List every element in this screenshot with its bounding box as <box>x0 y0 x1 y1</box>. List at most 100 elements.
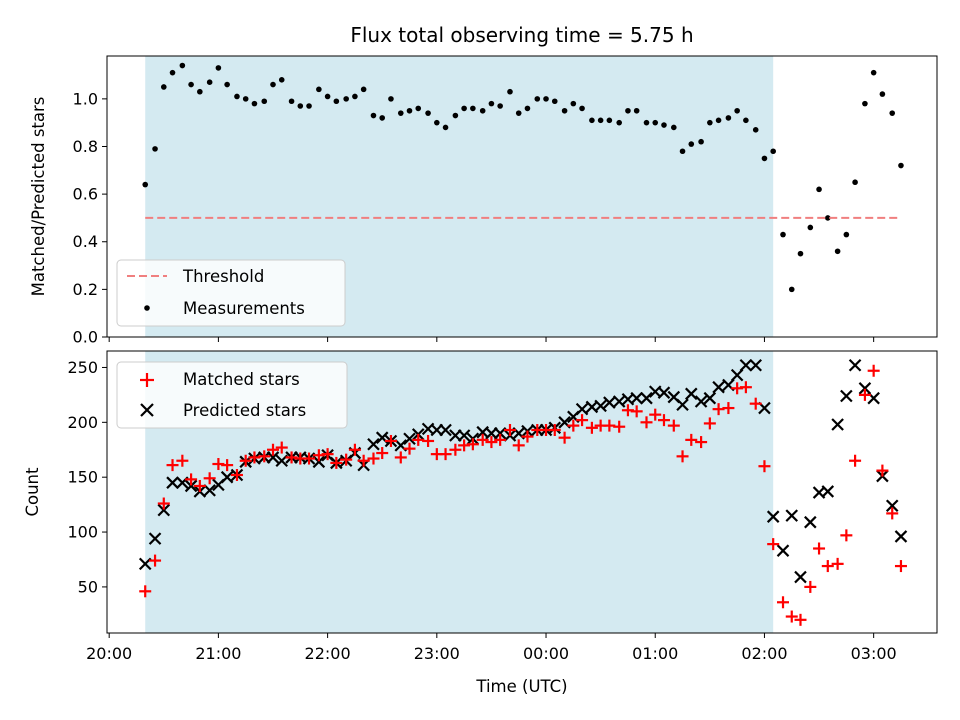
top-panel: 0.0 0.2 0.4 0.6 0.8 1.0 Matched/Predicted sta… <box>29 55 938 347</box>
measurement-point <box>679 148 686 155</box>
measurement-point <box>169 69 176 76</box>
top-y-axis-label: Matched/Predicted stars <box>29 97 48 297</box>
y-tick-label: 0.8 <box>73 137 98 156</box>
measurement-point <box>688 141 695 147</box>
matched-star-point <box>321 448 334 461</box>
top-y-ticks: 0.0 0.2 0.4 0.6 0.8 1.0 <box>73 89 107 347</box>
matched-star-point <box>157 497 170 510</box>
matched-star-point <box>794 613 807 626</box>
predicted-star-point <box>831 418 844 431</box>
measurement-point <box>570 100 577 107</box>
matched-star-point <box>439 448 452 461</box>
predicted-star-point <box>184 479 198 493</box>
measurement-point <box>879 91 886 97</box>
bottom-legend: Matched stars Predicted stars <box>116 361 348 429</box>
predicted-star-point <box>694 395 708 408</box>
predicted-star-point <box>493 427 507 440</box>
legend-matched-swatch <box>140 373 154 387</box>
matched-star-point <box>886 507 899 520</box>
measurement-point <box>561 107 568 114</box>
matched-star-point <box>613 420 626 433</box>
matched-star-point <box>813 542 826 555</box>
matched-star-point <box>476 433 489 446</box>
measurement-point <box>197 88 203 95</box>
predicted-star-point <box>439 423 452 437</box>
measurement-point <box>179 62 186 69</box>
matched-star-point <box>275 441 288 454</box>
predicted-star-point <box>367 437 380 451</box>
predicted-star-point <box>894 530 908 543</box>
matched-star-point <box>676 450 689 463</box>
measurement-point <box>743 117 749 124</box>
matched-star-point <box>749 397 762 410</box>
predicted-star-point <box>766 510 780 523</box>
predicted-star-point <box>657 386 671 399</box>
predicted-star-point <box>403 432 416 446</box>
measurement-point <box>752 127 759 133</box>
legend-threshold-label: Threshold <box>182 267 264 286</box>
measurement-point <box>306 103 312 109</box>
bottom-y-ticks: 50 100 150 200 250 <box>67 358 107 596</box>
legend-predicted-swatch <box>140 403 154 417</box>
measurement-point <box>770 148 776 155</box>
matched-star-point <box>449 443 462 456</box>
predicted-star-point <box>138 557 152 571</box>
predicted-star-point <box>730 368 744 382</box>
measurement-point <box>788 286 795 293</box>
top-legend: Threshold Measurements <box>116 259 346 327</box>
bottom-y-axis-label: Count <box>23 467 42 517</box>
matched-star-point <box>230 468 243 481</box>
predicted-star-point <box>575 402 589 416</box>
predicted-star-point <box>821 485 835 498</box>
matched-star-point <box>176 454 189 467</box>
measurement-point <box>707 119 713 126</box>
predicted-star-point <box>840 389 853 403</box>
matched-star-point <box>330 456 343 469</box>
predicted-star-point <box>220 470 234 484</box>
measurement-point <box>406 107 413 114</box>
x-axis-label: Time (UTC) <box>475 677 567 696</box>
measurement-point <box>807 224 814 231</box>
matched-star-point <box>258 450 271 463</box>
top-legend-box <box>116 259 346 327</box>
matched-star-point <box>785 610 798 623</box>
measurement-point <box>579 105 585 112</box>
matched-star-point <box>894 560 907 573</box>
matched-star-point <box>521 430 534 443</box>
predicted-star-point <box>794 570 807 584</box>
measurement-point <box>206 79 213 85</box>
matched-star-point <box>840 529 853 542</box>
matched-star-point <box>548 424 561 437</box>
y-tick-label: 0.4 <box>73 232 98 251</box>
predicted-star-point <box>266 451 280 464</box>
measurement-point <box>652 119 659 126</box>
measurement-point <box>870 69 877 76</box>
measurement-point <box>524 105 531 112</box>
measurement-point <box>862 100 868 107</box>
measurement-point <box>234 93 240 100</box>
top-x-ticks <box>108 337 875 342</box>
measurement-point <box>761 155 768 162</box>
legend-measurements-swatch <box>144 305 150 311</box>
matched-star-point <box>831 557 844 570</box>
measurement-point <box>497 103 503 109</box>
measurement-point <box>643 119 650 126</box>
predicted-star-point <box>640 391 653 405</box>
y-tick-label: 0.0 <box>73 328 98 347</box>
measurement-point <box>270 81 276 88</box>
matched-star-point <box>139 585 152 598</box>
measurement-point <box>597 117 604 124</box>
matched-star-point <box>576 414 589 427</box>
matched-star-point <box>303 452 316 465</box>
bottom-legend-box <box>116 361 348 429</box>
matched-star-point <box>221 459 234 472</box>
matched-star-point <box>512 439 525 452</box>
measurement-point <box>551 98 558 105</box>
measurement-point <box>379 115 386 121</box>
measurement-point <box>543 96 549 102</box>
y-tick-label: 0.6 <box>73 185 98 204</box>
matched-star-point <box>630 405 643 418</box>
matched-star-point <box>867 364 880 377</box>
measurement-point <box>434 119 440 126</box>
